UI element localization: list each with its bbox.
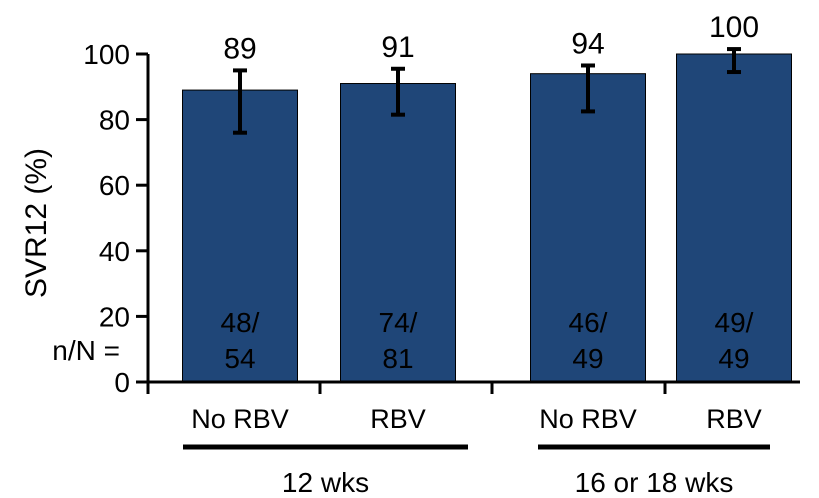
y-tick-label-60: 60	[99, 170, 130, 201]
category-label-3: No RBV	[539, 404, 637, 434]
n-label-4: 49/	[715, 307, 754, 338]
n-label-2: 74/	[379, 307, 418, 338]
bar-4	[676, 53, 792, 383]
value-label-4: 100	[709, 11, 759, 44]
value-label-2: 91	[381, 31, 414, 64]
bar-1	[182, 89, 298, 383]
N-label-1: 54	[224, 343, 255, 374]
group-label-1: 12 wks	[282, 467, 369, 498]
category-label-4: RBV	[706, 404, 762, 434]
category-label-1: No RBV	[191, 404, 289, 434]
bar-2	[340, 83, 456, 383]
N-label-2: 81	[382, 343, 413, 374]
y-tick-label-40: 40	[99, 236, 130, 267]
category-label-2: RBV	[370, 404, 426, 434]
n-over-n-label: n/N =	[52, 335, 120, 366]
n-label-1: 48/	[221, 307, 260, 338]
N-label-4: 49	[718, 343, 749, 374]
y-tick-label-100: 100	[83, 39, 130, 70]
N-label-3: 49	[572, 343, 603, 374]
y-tick-label-20: 20	[99, 301, 130, 332]
value-label-3: 94	[571, 27, 604, 60]
y-tick-label-80: 80	[99, 105, 130, 136]
y-axis-label: SVR12 (%)	[20, 148, 53, 298]
n-label-3: 46/	[569, 307, 608, 338]
y-tick-label-0: 0	[114, 367, 130, 398]
value-label-1: 89	[223, 32, 256, 65]
group-label-2: 16 or 18 wks	[575, 467, 734, 498]
